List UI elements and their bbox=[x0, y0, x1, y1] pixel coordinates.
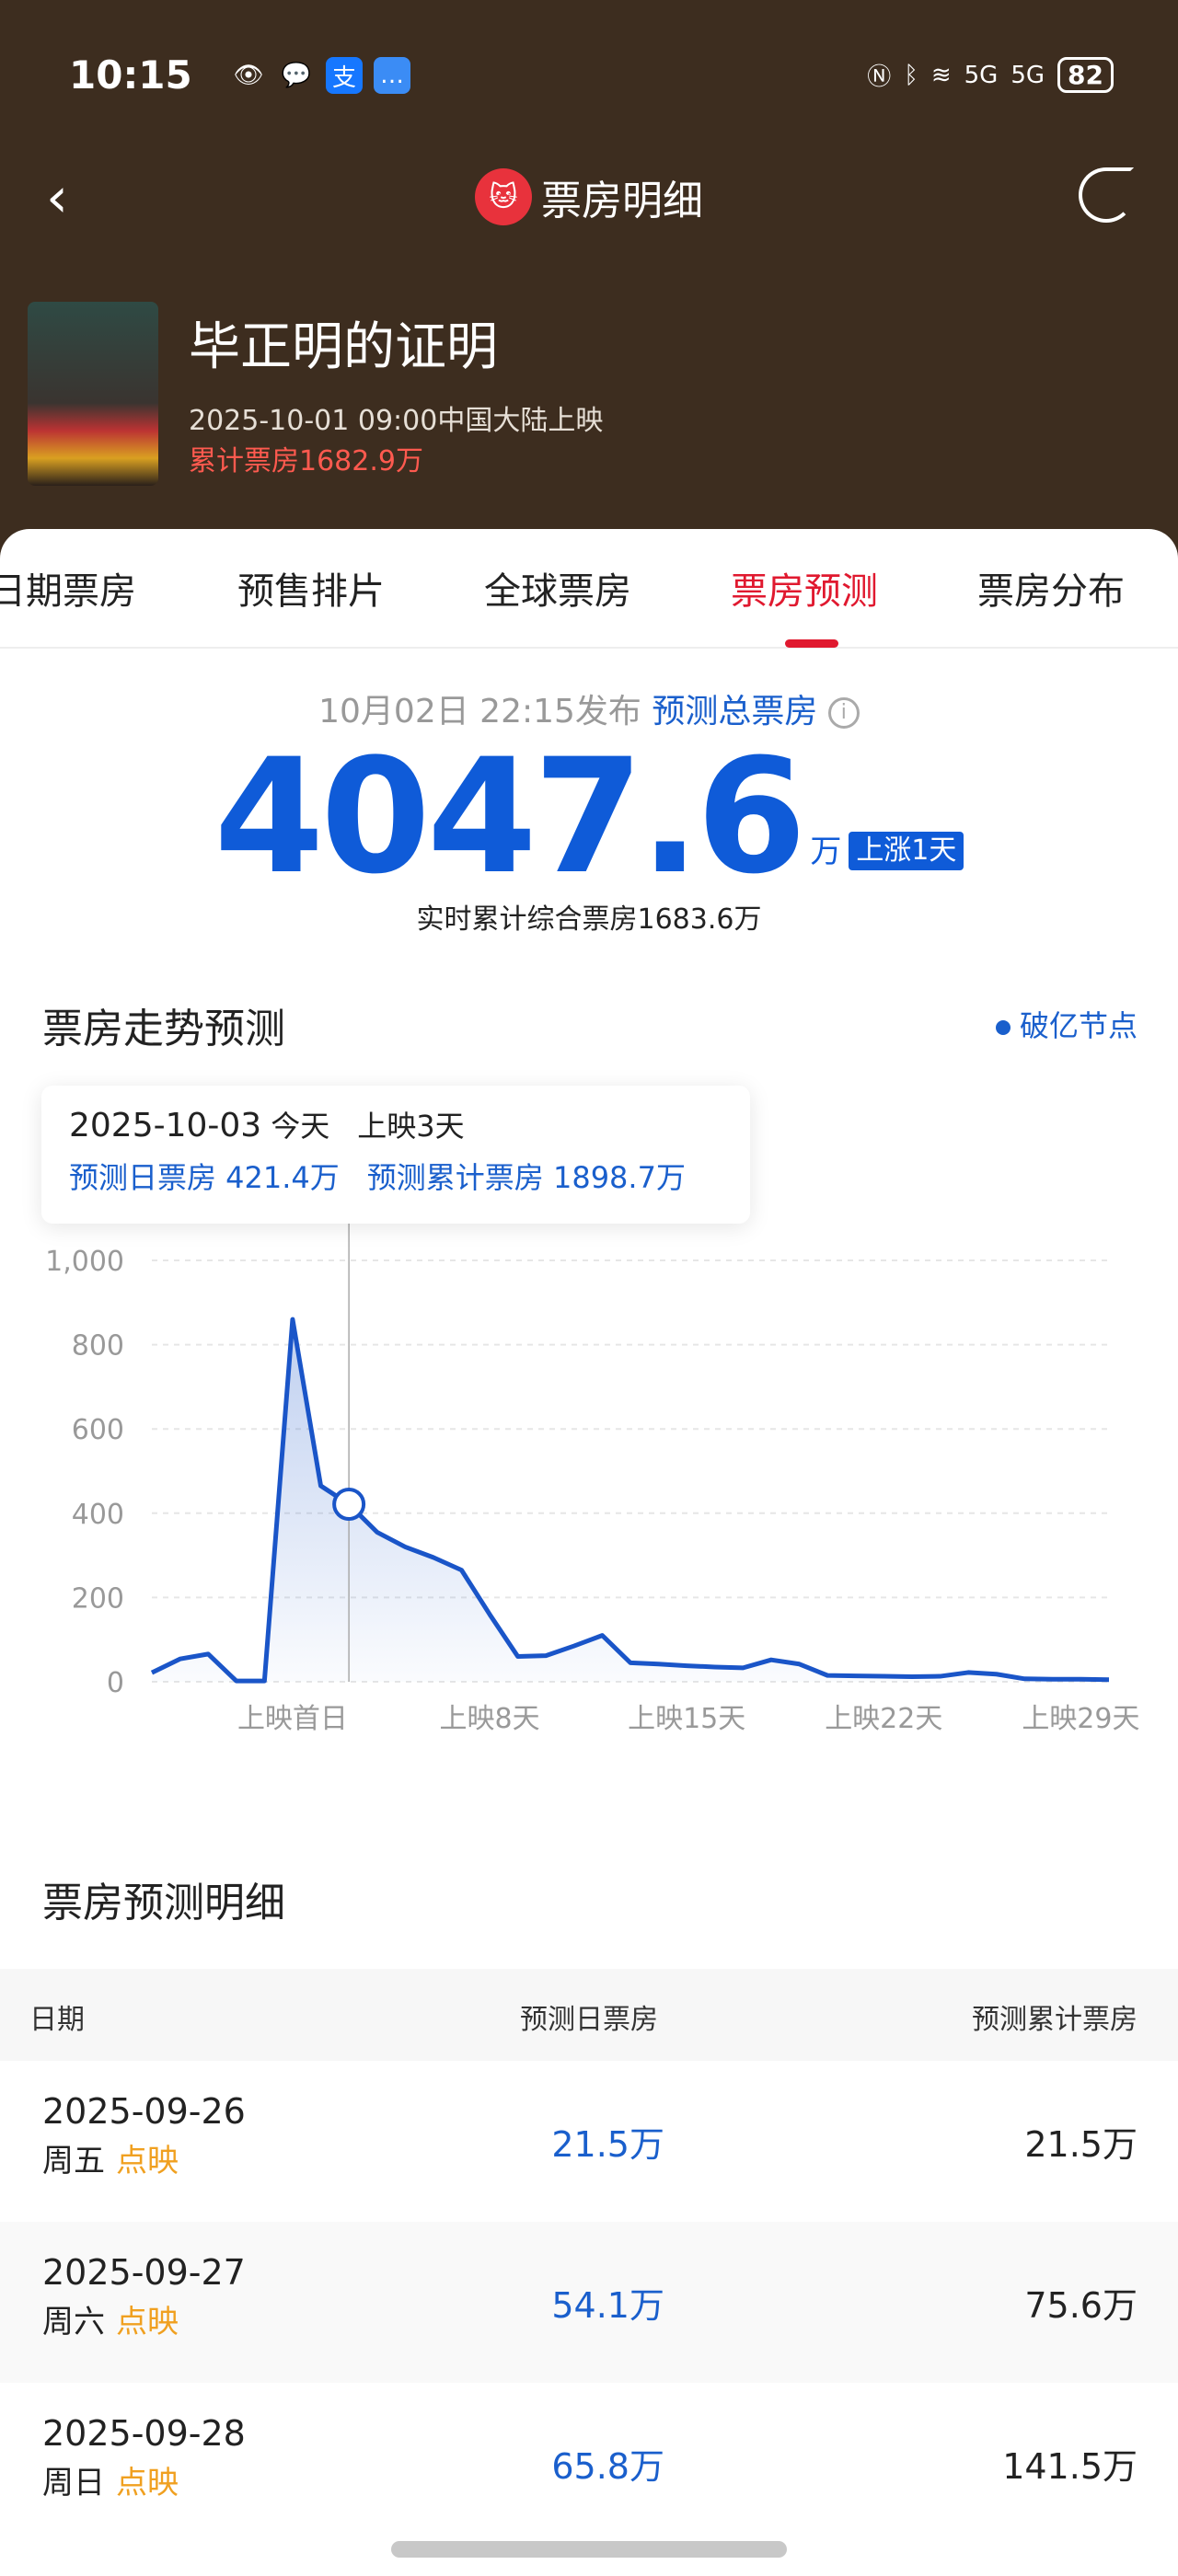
signal-icon: 5G bbox=[964, 61, 999, 89]
realtime-box-office: 实时累计综合票房1683.6万 bbox=[416, 903, 762, 936]
row-weekday-text: 周日 bbox=[42, 2465, 105, 2501]
table-header: 日期 预测日票房 预测累计票房 bbox=[0, 1969, 1178, 2061]
row-weekday-text: 周五 bbox=[42, 2143, 105, 2179]
forecast-total-value: 4047.6 bbox=[214, 724, 807, 909]
row-weekday: 周六 点映 bbox=[42, 2303, 179, 2341]
y-tick-label: 1,000 bbox=[45, 1246, 124, 1278]
movie-title: 毕正明的证明 bbox=[189, 317, 498, 377]
table-row[interactable]: 2025-09-26 周五 点映 21.5万 21.5万 bbox=[0, 2061, 1178, 2222]
row-tag: 点映 bbox=[116, 2304, 179, 2340]
page-title: 🐱 票房明细 bbox=[0, 167, 1178, 226]
active-tab-indicator bbox=[785, 639, 838, 648]
row-weekday-text: 周六 bbox=[42, 2304, 105, 2340]
info-icon[interactable]: i bbox=[827, 697, 860, 729]
trend-chart[interactable]: 1,000 800 600 400 200 0 上映首日 上映8天 上映15天 上映22天 上映29… bbox=[0, 1224, 1178, 1757]
y-tick-label: 200 bbox=[72, 1582, 124, 1615]
trend-title: 票房走势预测 bbox=[42, 1006, 285, 1052]
tooltip-today: 今天 bbox=[271, 1109, 330, 1144]
series-line bbox=[150, 1317, 1110, 1684]
forecast-label: 预测总票房 bbox=[652, 693, 818, 730]
system-icons: Ⓝ ᛒ ≋ 5G 5G 82 bbox=[867, 57, 1114, 93]
row-daily: 54.1万 bbox=[551, 2285, 664, 2326]
wechat-icon: 💬 bbox=[281, 62, 312, 89]
row-tag: 点映 bbox=[116, 2465, 179, 2501]
table-row[interactable]: 2025-09-28 周日 点映 65.8万 141.5万 bbox=[0, 2383, 1178, 2544]
row-date: 2025-09-28 bbox=[42, 2413, 246, 2454]
notification-icons: 👁 💬 支 … bbox=[230, 57, 410, 94]
tooltip-daily: 预测日票房 421.4万 bbox=[69, 1160, 340, 1195]
signal-icon: 5G bbox=[1011, 61, 1045, 89]
status-time: 10:15 bbox=[69, 52, 192, 98]
row-tag: 点映 bbox=[116, 2143, 179, 2179]
y-tick-label: 600 bbox=[72, 1414, 124, 1446]
wifi-icon: ≋ bbox=[930, 61, 952, 89]
row-total: 21.5万 bbox=[1024, 2124, 1138, 2165]
y-tick-label: 400 bbox=[72, 1499, 124, 1531]
cumulative-box-office: 累计票房1682.9万 bbox=[189, 445, 423, 477]
forecast-unit: 万 bbox=[810, 834, 842, 870]
y-tick-label: 800 bbox=[72, 1330, 124, 1363]
row-daily: 65.8万 bbox=[551, 2446, 664, 2487]
movie-poster[interactable] bbox=[28, 302, 158, 486]
header-daily: 预测日票房 bbox=[520, 2004, 658, 2036]
forecast-total: 4047.6 万 上涨1天 bbox=[0, 724, 1178, 909]
battery-icon: 82 bbox=[1057, 57, 1114, 93]
x-tick-label: 上映8天 bbox=[440, 1703, 540, 1735]
row-total: 75.6万 bbox=[1024, 2285, 1138, 2326]
row-weekday: 周五 点映 bbox=[42, 2142, 179, 2180]
tab-daily[interactable]: 日期票房 bbox=[0, 570, 136, 613]
table-row[interactable]: 2025-09-27 周六 点映 54.1万 75.6万 bbox=[0, 2222, 1178, 2383]
rise-badge: 上涨1天 bbox=[849, 832, 964, 870]
highlight-point bbox=[332, 1487, 366, 1521]
header-date: 日期 bbox=[29, 2004, 85, 2036]
x-tick-label: 上映15天 bbox=[628, 1703, 745, 1735]
detail-title: 票房预测明细 bbox=[42, 1880, 285, 1926]
publish-time: 10月02日 22:15发布 bbox=[318, 693, 641, 730]
release-date: 2025-10-01 09:00中国大陆上映 bbox=[189, 405, 604, 437]
row-daily: 21.5万 bbox=[551, 2124, 664, 2165]
publish-line: 10月02日 22:15发布 预测总票房 i bbox=[0, 692, 1178, 732]
tab-presale[interactable]: 预售排片 bbox=[237, 570, 385, 613]
page-title-text: 票房明细 bbox=[541, 178, 703, 224]
message-icon: … bbox=[374, 57, 410, 94]
legend-milestone[interactable]: 破亿节点 bbox=[996, 1003, 1138, 1045]
share-icon[interactable] bbox=[1079, 167, 1134, 223]
row-weekday: 周日 点映 bbox=[42, 2464, 179, 2502]
header-total: 预测累计票房 bbox=[972, 2004, 1138, 2036]
tab-bar: 日期票房 预售排片 全球票房 票房预测 票房分布 bbox=[0, 561, 1178, 649]
back-chevron-icon[interactable]: ‹ bbox=[46, 166, 68, 230]
x-tick-label: 上映29天 bbox=[1022, 1703, 1139, 1735]
tooltip-date: 2025-10-03 bbox=[69, 1107, 262, 1144]
tab-forecast[interactable]: 票房预测 bbox=[731, 570, 878, 613]
tooltip-day: 上映3天 bbox=[357, 1109, 465, 1144]
y-tick-label: 0 bbox=[107, 1667, 124, 1699]
row-date: 2025-09-26 bbox=[42, 2091, 246, 2132]
x-tick-label: 上映首日 bbox=[237, 1703, 348, 1735]
home-indicator[interactable] bbox=[391, 2541, 787, 2558]
nfc-icon: Ⓝ bbox=[867, 63, 892, 91]
chart-tooltip: 2025-10-03 今天 上映3天 预测日票房 421.4万 预测累计票房 1898… bbox=[41, 1086, 750, 1224]
alipay-icon: 支 bbox=[326, 57, 363, 94]
maoyan-cat-logo: 🐱 bbox=[475, 168, 532, 225]
eye-icon: 👁 bbox=[233, 62, 264, 89]
tooltip-cumulative: 预测累计票房 1898.7万 bbox=[366, 1160, 686, 1195]
area-fill bbox=[152, 1319, 1109, 1682]
row-total: 141.5万 bbox=[1002, 2446, 1138, 2487]
row-date: 2025-09-27 bbox=[42, 2252, 246, 2293]
x-tick-label: 上映22天 bbox=[825, 1703, 942, 1735]
bluetooth-icon: ᛒ bbox=[904, 61, 918, 89]
tab-global[interactable]: 全球票房 bbox=[484, 570, 631, 613]
tab-distribution[interactable]: 票房分布 bbox=[977, 570, 1125, 613]
